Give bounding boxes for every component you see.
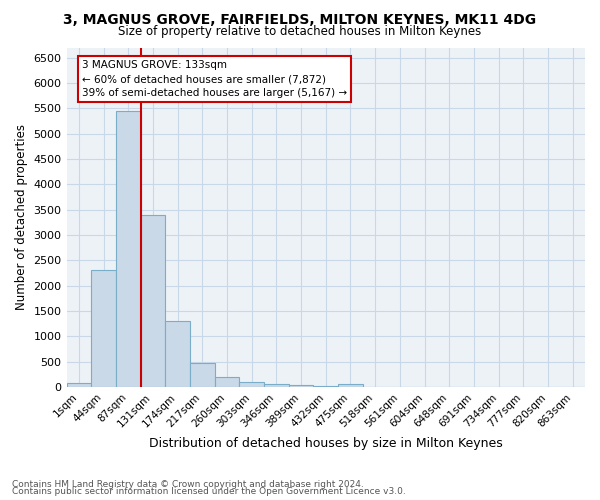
Text: Contains public sector information licensed under the Open Government Licence v3: Contains public sector information licen… <box>12 487 406 496</box>
Bar <box>165 321 190 387</box>
Bar <box>190 363 215 387</box>
Bar <box>67 383 91 387</box>
Bar <box>239 382 264 387</box>
Bar <box>264 384 289 387</box>
Bar <box>289 386 313 387</box>
Bar <box>313 386 338 387</box>
X-axis label: Distribution of detached houses by size in Milton Keynes: Distribution of detached houses by size … <box>149 437 503 450</box>
Text: Size of property relative to detached houses in Milton Keynes: Size of property relative to detached ho… <box>118 25 482 38</box>
Text: Contains HM Land Registry data © Crown copyright and database right 2024.: Contains HM Land Registry data © Crown c… <box>12 480 364 489</box>
Bar <box>140 214 165 387</box>
Bar <box>91 270 116 387</box>
Bar <box>116 111 140 387</box>
Text: 3 MAGNUS GROVE: 133sqm
← 60% of detached houses are smaller (7,872)
39% of semi-: 3 MAGNUS GROVE: 133sqm ← 60% of detached… <box>82 60 347 98</box>
Bar <box>215 376 239 387</box>
Text: 3, MAGNUS GROVE, FAIRFIELDS, MILTON KEYNES, MK11 4DG: 3, MAGNUS GROVE, FAIRFIELDS, MILTON KEYN… <box>64 12 536 26</box>
Bar <box>338 384 363 387</box>
Y-axis label: Number of detached properties: Number of detached properties <box>15 124 28 310</box>
